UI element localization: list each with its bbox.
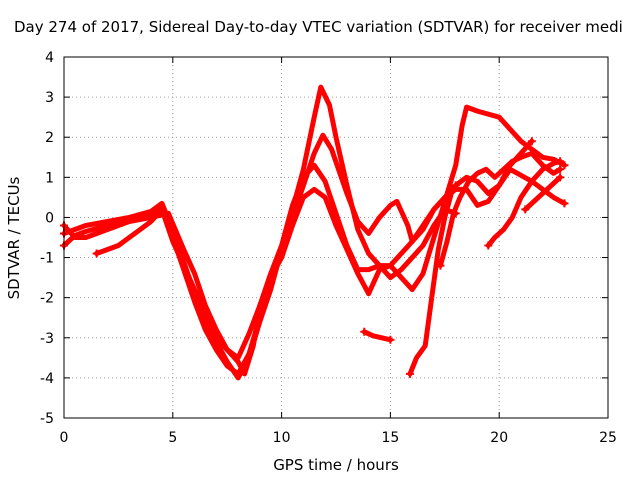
series-4-marker [92, 249, 101, 258]
series-7 [437, 150, 563, 269]
series-2-marker [560, 199, 569, 208]
series-1 [61, 84, 567, 381]
y-tick-label: -4 [40, 371, 54, 387]
series-6-marker [451, 181, 460, 190]
series-8-marker [484, 241, 493, 250]
data-series [60, 84, 569, 381]
x-tick-label: 10 [273, 430, 291, 446]
series-4 [94, 162, 459, 361]
series-1-marker [560, 161, 569, 170]
y-tick-label: -3 [40, 331, 54, 347]
series-9 [522, 174, 563, 212]
y-tick-label: 3 [45, 90, 54, 106]
x-tick-label: 25 [599, 430, 617, 446]
grid-lines [64, 57, 608, 418]
series-8-marker [556, 157, 565, 166]
series-7-marker [436, 261, 445, 270]
y-axis-label: SDTVAR / TECUs [5, 176, 23, 299]
series-9-marker [521, 205, 530, 214]
x-tick-label: 5 [168, 430, 177, 446]
series-3 [61, 138, 535, 377]
y-tick-label: 0 [45, 210, 54, 226]
x-axis-ticks: 0 5 10 15 20 25 [60, 57, 617, 446]
series-5-marker [386, 335, 395, 344]
series-5 [361, 329, 393, 343]
series-6-marker [405, 369, 414, 378]
y-tick-label: -1 [40, 251, 54, 267]
y-tick-label: 4 [45, 50, 54, 66]
y-tick-label: -5 [40, 411, 54, 427]
y-tick-label: 1 [45, 170, 54, 186]
series-8 [485, 158, 563, 248]
x-axis-label: GPS time / hours [273, 456, 399, 474]
x-tick-label: 0 [60, 430, 69, 446]
plot-frame [63, 56, 609, 419]
series-6 [407, 182, 459, 377]
series-3-marker [527, 137, 536, 146]
y-axis-ticks: -5 -4 -3 -2 -1 0 1 2 3 4 [40, 50, 608, 427]
chart-title: Day 274 of 2017, Sidereal Day-to-day VTE… [14, 18, 623, 36]
y-tick-label: 2 [45, 130, 54, 146]
x-tick-label: 15 [381, 430, 399, 446]
series-5-marker [360, 327, 369, 336]
series-7-marker [556, 165, 565, 174]
y-tick-label: -2 [40, 291, 54, 307]
x-tick-label: 20 [490, 430, 508, 446]
series-9-marker [556, 173, 565, 182]
